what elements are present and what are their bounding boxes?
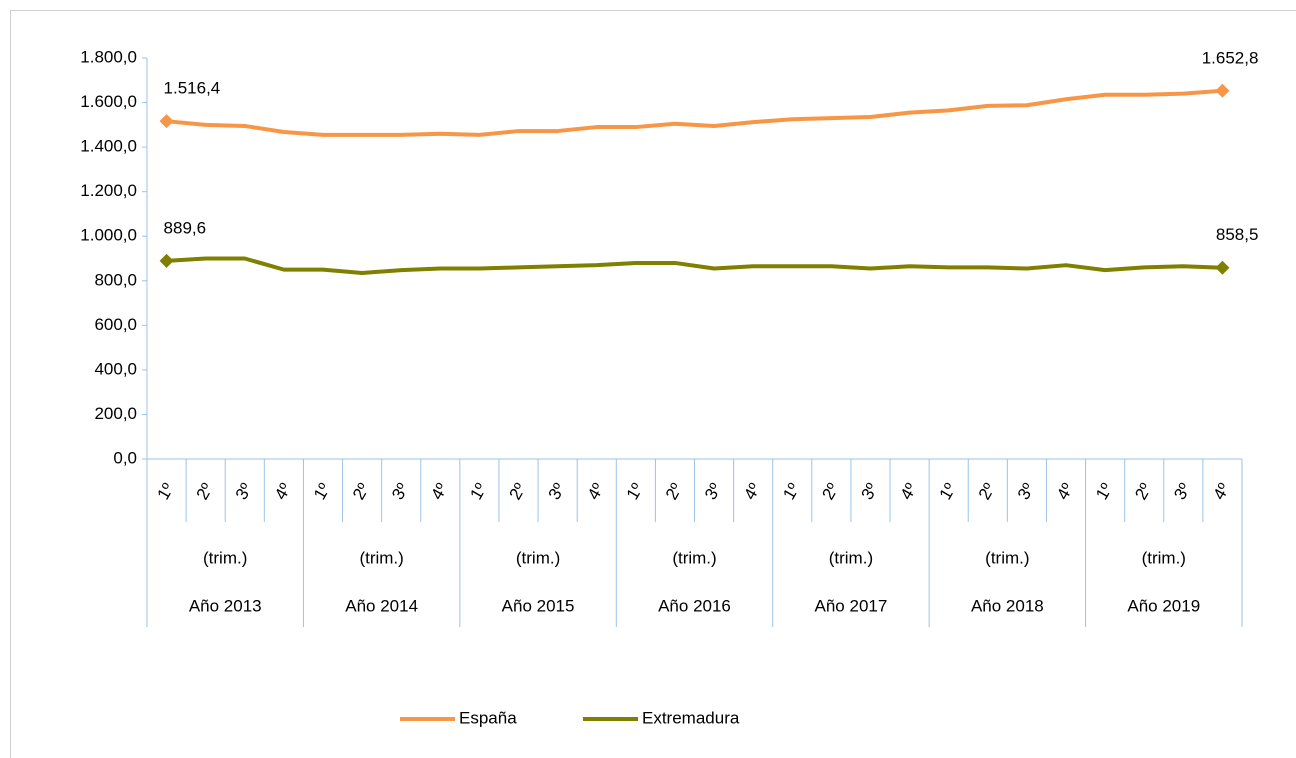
marker: [1215, 260, 1230, 275]
x-tick-label: 3º: [857, 480, 881, 503]
group-sublabel: (trim.): [359, 548, 403, 567]
x-tick-label: 3º: [232, 480, 256, 503]
x-tick-label: 3º: [701, 480, 725, 503]
data-label: 1.652,8: [1202, 48, 1259, 67]
x-tick-label: 1º: [154, 480, 178, 503]
x-tick-label: 2º: [1131, 480, 1155, 503]
x-tick-label: 2º: [818, 480, 842, 503]
group-label: Año 2019: [1127, 596, 1200, 615]
group-sublabel: (trim.): [985, 548, 1029, 567]
legend-label: Extremadura: [642, 708, 740, 727]
x-tick-label: 4º: [740, 480, 764, 503]
group-label: Año 2017: [815, 596, 888, 615]
marker: [159, 114, 174, 129]
x-tick-label: 4º: [584, 480, 608, 503]
x-tick-label: 2º: [193, 480, 217, 503]
group-label: Año 2015: [502, 596, 575, 615]
x-tick-label: 3º: [388, 480, 412, 503]
data-label: 1.516,4: [164, 79, 221, 98]
data-label: 858,5: [1216, 225, 1259, 244]
x-tick-label: 2º: [349, 480, 373, 503]
series-line: [166, 256, 1223, 275]
y-tick-label: 200,0: [94, 404, 137, 423]
x-tick-label: 3º: [1014, 480, 1038, 503]
series-line: [166, 88, 1223, 137]
legend-label: España: [459, 708, 517, 727]
marker: [159, 253, 174, 268]
group-sublabel: (trim.): [203, 548, 247, 567]
y-tick-label: 0,0: [113, 448, 137, 467]
chart-border: [10, 10, 1296, 758]
x-tick-label: 4º: [1209, 480, 1233, 503]
y-tick-label: 800,0: [94, 270, 137, 289]
group-sublabel: (trim.): [829, 548, 873, 567]
group-label: Año 2013: [189, 596, 262, 615]
y-tick-label: 1.600,0: [80, 92, 137, 111]
x-tick-label: 3º: [1170, 480, 1194, 503]
x-tick-label: 1º: [936, 480, 960, 503]
group-sublabel: (trim.): [516, 548, 560, 567]
y-tick-label: 400,0: [94, 359, 137, 378]
x-tick-label: 2º: [505, 480, 529, 503]
x-tick-label: 1º: [310, 480, 334, 503]
x-tick-label: 3º: [545, 480, 569, 503]
x-tick-label: 2º: [975, 480, 999, 503]
x-tick-label: 4º: [271, 480, 295, 503]
x-tick-label: 1º: [1092, 480, 1116, 503]
marker: [1215, 83, 1230, 98]
x-tick-label: 1º: [623, 480, 647, 503]
x-tick-label: 4º: [897, 480, 921, 503]
x-tick-label: 4º: [427, 480, 451, 503]
y-tick-label: 1.400,0: [80, 137, 137, 156]
data-label: 889,6: [164, 218, 207, 237]
x-tick-label: 4º: [1053, 480, 1077, 503]
group-sublabel: (trim.): [1142, 548, 1186, 567]
group-label: Año 2016: [658, 596, 731, 615]
group-label: Año 2018: [971, 596, 1044, 615]
x-tick-label: 1º: [466, 480, 490, 503]
y-tick-label: 1.200,0: [80, 181, 137, 200]
y-tick-label: 600,0: [94, 315, 137, 334]
x-tick-label: 1º: [779, 480, 803, 503]
group-label: Año 2014: [345, 596, 418, 615]
x-tick-label: 2º: [662, 480, 686, 503]
y-tick-label: 1.800,0: [80, 47, 137, 66]
y-tick-label: 1.000,0: [80, 226, 137, 245]
group-sublabel: (trim.): [672, 548, 716, 567]
